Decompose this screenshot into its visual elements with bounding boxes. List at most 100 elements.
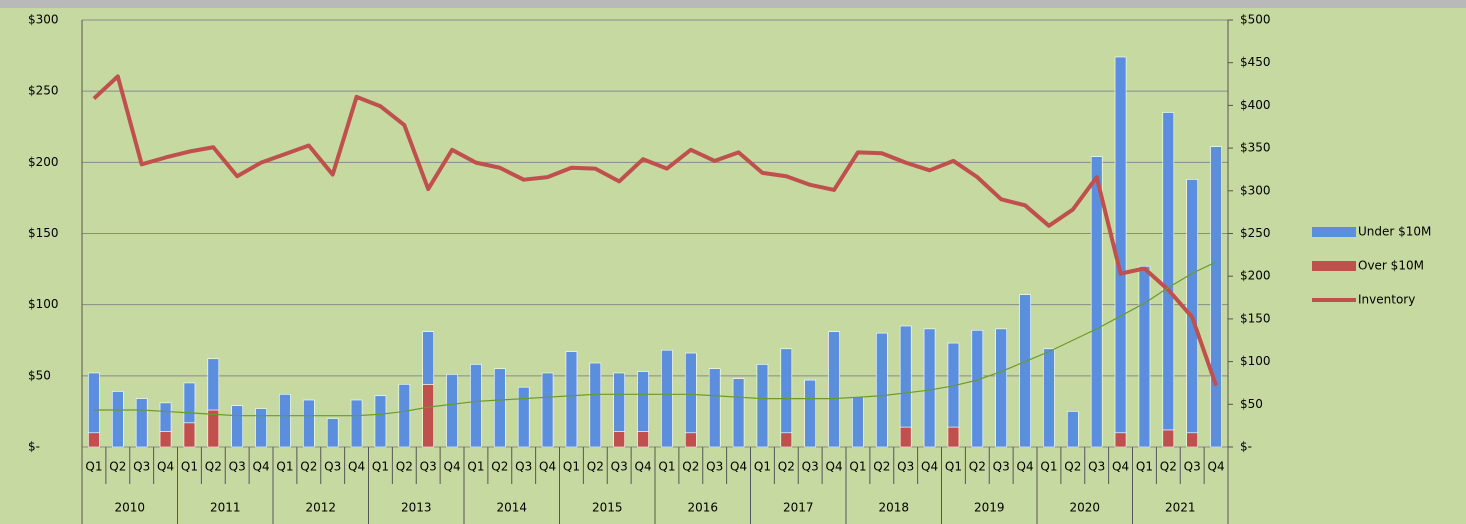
x-group-label: 2016: [687, 501, 718, 515]
x-tick-label: Q4: [539, 460, 556, 474]
bar: [852, 396, 864, 448]
y-tick-label: $200: [28, 155, 59, 169]
x-tick-label: Q1: [276, 460, 293, 474]
x-tick-label: Q3: [229, 460, 246, 474]
bar: [685, 432, 697, 448]
x-tick-label: Q4: [1112, 460, 1129, 474]
y2-tick-label: $200: [1240, 269, 1271, 283]
x-tick-label: Q4: [826, 460, 843, 474]
x-group-label: 2014: [496, 501, 527, 515]
bar: [470, 364, 482, 448]
y-tick-label: $250: [28, 84, 59, 98]
bar: [780, 432, 793, 448]
x-tick-label: Q2: [300, 460, 317, 474]
legend-label: Inventory: [1358, 293, 1415, 307]
trendline: [93, 261, 1217, 417]
x-tick-label: Q2: [587, 460, 604, 474]
x-tick-label: Q3: [324, 460, 341, 474]
bar: [494, 368, 506, 448]
bar: [780, 348, 793, 434]
bar: [708, 368, 721, 448]
x-group-label: 2013: [401, 501, 432, 515]
bar: [828, 331, 840, 448]
bar: [637, 371, 649, 432]
y-tick-label: $300: [28, 13, 59, 27]
bar: [1186, 432, 1198, 448]
x-tick-label: Q4: [635, 460, 652, 474]
y-tick-label: $-: [28, 440, 40, 454]
bar: [876, 332, 888, 448]
x-tick-label: Q2: [969, 460, 986, 474]
x-tick-label: Q1: [945, 460, 962, 474]
bar: [446, 374, 458, 448]
bar: [923, 328, 936, 448]
x-tick-label: Q1: [467, 460, 484, 474]
bar: [661, 349, 673, 448]
x-tick-label: Q2: [873, 460, 890, 474]
bar: [112, 391, 124, 448]
x-tick-label: Q3: [515, 460, 532, 474]
x-group-label: 2017: [783, 501, 814, 515]
bar: [422, 384, 434, 448]
x-tick-label: Q2: [682, 460, 699, 474]
x-tick-label: Q4: [921, 460, 938, 474]
bar: [231, 405, 243, 448]
bar: [1186, 179, 1198, 434]
x-tick-label: Q2: [396, 460, 413, 474]
x-tick-label: Q1: [1040, 460, 1057, 474]
x-tick-label: Q3: [611, 460, 628, 474]
bar: [159, 431, 172, 448]
bar: [685, 352, 697, 434]
bar: [1043, 348, 1055, 448]
x-tick-label: Q4: [444, 460, 461, 474]
bar: [207, 409, 220, 448]
bar: [326, 418, 339, 448]
bar: [1090, 156, 1103, 448]
x-tick-label: Q1: [754, 460, 771, 474]
bar: [183, 422, 196, 448]
bar: [303, 399, 315, 448]
y2-tick-label: $-: [1240, 440, 1252, 454]
x-group-label: 2018: [878, 501, 909, 515]
bar: [398, 384, 411, 448]
bar: [1067, 411, 1079, 448]
x-group-label: 2012: [305, 501, 336, 515]
y2-tick-label: $500: [1240, 13, 1271, 27]
bar: [422, 331, 434, 385]
bar: [350, 399, 363, 448]
legend-swatch: [1312, 261, 1356, 271]
bar: [183, 382, 196, 424]
bar: [88, 372, 100, 434]
bar: [1114, 56, 1127, 434]
x-tick-label: Q4: [1017, 460, 1034, 474]
bar: [756, 364, 769, 448]
bar: [255, 408, 267, 448]
bar: [804, 379, 816, 448]
x-tick-label: Q2: [1160, 460, 1177, 474]
x-tick-label: Q3: [1088, 460, 1105, 474]
bar: [613, 372, 625, 432]
line: [92, 74, 1218, 387]
x-tick-label: Q3: [993, 460, 1010, 474]
bar: [1114, 432, 1127, 448]
bar: [971, 329, 984, 448]
bar: [207, 358, 220, 411]
y-tick-label: $50: [28, 368, 51, 382]
x-tick-label: Q4: [157, 460, 174, 474]
bar: [1162, 112, 1175, 431]
y2-tick-label: $400: [1240, 98, 1271, 112]
y-tick-label: $100: [28, 297, 59, 311]
bar: [517, 386, 530, 448]
x-tick-label: Q3: [897, 460, 914, 474]
bar: [947, 426, 960, 448]
bar: [637, 431, 649, 448]
bar: [88, 432, 100, 448]
x-tick-label: Q1: [372, 460, 389, 474]
x-tick-label: Q3: [420, 460, 437, 474]
x-group-label: 2020: [1069, 501, 1100, 515]
x-tick-label: Q3: [133, 460, 150, 474]
x-tick-label: Q1: [563, 460, 580, 474]
bar: [1138, 265, 1151, 448]
x-tick-label: Q4: [253, 460, 270, 474]
y2-tick-label: $300: [1240, 183, 1271, 197]
